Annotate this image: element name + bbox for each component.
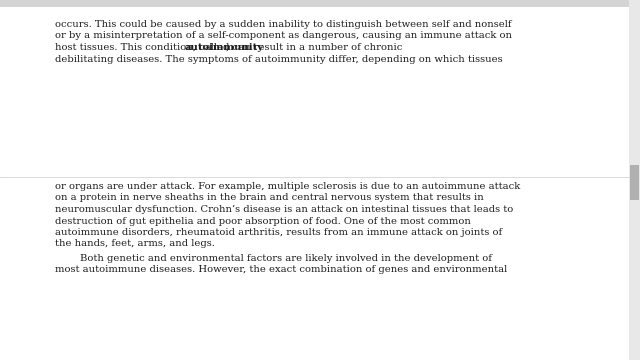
Text: or by a misinterpretation of a self-component as dangerous, causing an immune at: or by a misinterpretation of a self-comp… <box>55 31 512 40</box>
Text: the hands, feet, arms, and legs.: the hands, feet, arms, and legs. <box>55 239 215 248</box>
Text: on a protein in nerve sheaths in the brain and central nervous system that resul: on a protein in nerve sheaths in the bra… <box>55 194 484 202</box>
Bar <box>0 0 640 7</box>
Bar <box>629 0 640 360</box>
Text: or organs are under attack. For example, multiple sclerosis is due to an autoimm: or organs are under attack. For example,… <box>55 182 520 191</box>
Text: Both genetic and environmental factors are likely involved in the development of: Both genetic and environmental factors a… <box>55 254 492 263</box>
Text: neuromuscular dysfunction. Crohn’s disease is an attack on intestinal tissues th: neuromuscular dysfunction. Crohn’s disea… <box>55 205 513 214</box>
Text: debilitating diseases. The symptoms of autoimmunity differ, depending on which t: debilitating diseases. The symptoms of a… <box>55 54 502 63</box>
Text: , can result in a number of chronic: , can result in a number of chronic <box>226 43 403 52</box>
Text: autoimmune disorders, rheumatoid arthritis, results from an immune attack on joi: autoimmune disorders, rheumatoid arthrit… <box>55 228 502 237</box>
Text: host tissues. This condition, called: host tissues. This condition, called <box>55 43 232 52</box>
Text: most autoimmune diseases. However, the exact combination of genes and environmen: most autoimmune diseases. However, the e… <box>55 266 508 274</box>
Bar <box>630 165 639 200</box>
Text: destruction of gut epithelia and poor absorption of food. One of the most common: destruction of gut epithelia and poor ab… <box>55 216 471 225</box>
Text: occurs. This could be caused by a sudden inability to distinguish between self a: occurs. This could be caused by a sudden… <box>55 20 511 29</box>
Text: autoimmunity: autoimmunity <box>184 43 263 52</box>
